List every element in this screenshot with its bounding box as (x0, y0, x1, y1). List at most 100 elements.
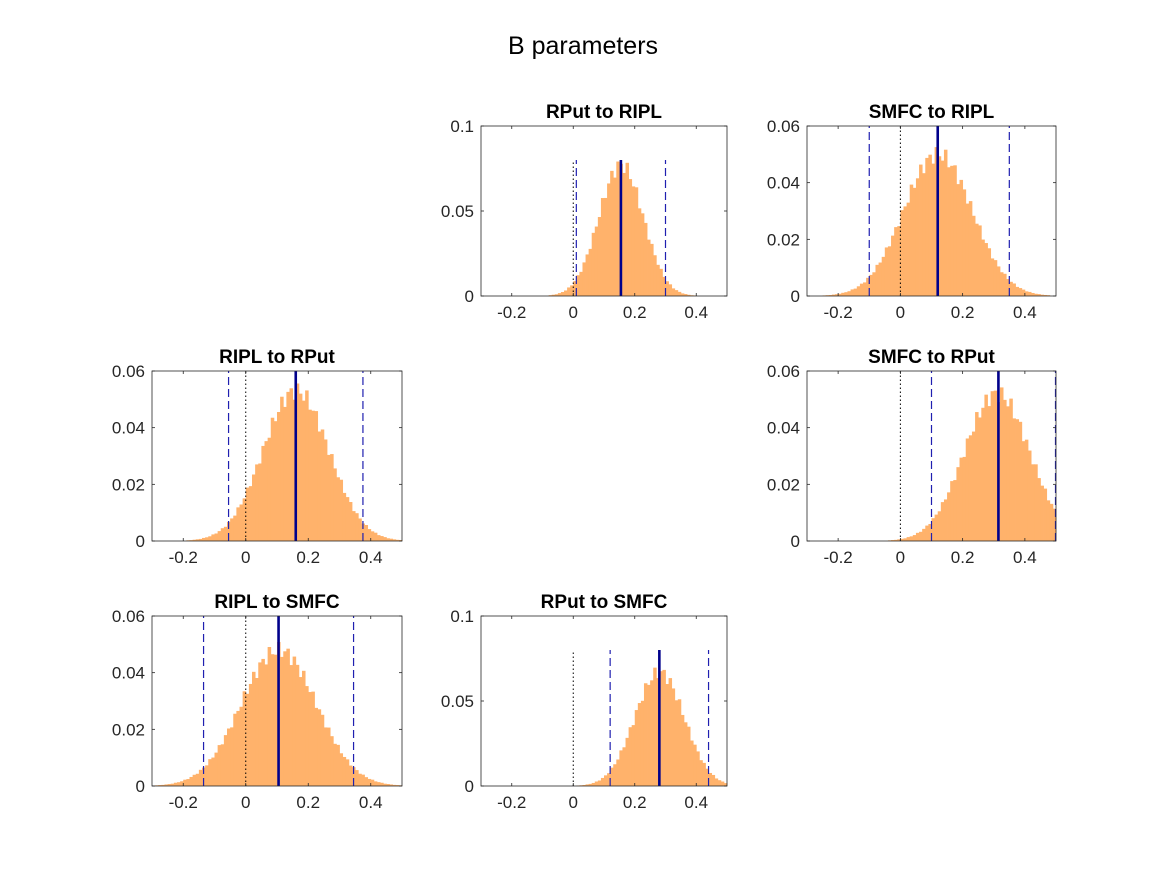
histogram-bar (267, 437, 272, 541)
histogram-bar (557, 293, 562, 296)
histogram-bar (894, 539, 898, 541)
y-tick-label: 0 (465, 287, 474, 306)
histogram-bar (647, 239, 651, 296)
panel-title: RIPL to SMFC (214, 592, 340, 613)
histogram-bar (975, 223, 979, 296)
histogram-bar (671, 288, 676, 296)
histogram-bar (931, 518, 936, 541)
histogram-bar (825, 295, 830, 296)
histogram-bar (167, 784, 172, 786)
x-tick-label: 0.2 (623, 793, 647, 812)
histogram-bar (336, 477, 340, 541)
histogram-bar (573, 281, 577, 296)
histogram-bar (1009, 281, 1013, 296)
histogram-bar (342, 492, 347, 541)
histogram-bar (968, 201, 973, 296)
x-tick-label: 0 (896, 303, 905, 322)
axes-box (806, 125, 1057, 297)
histogram-bar (891, 235, 895, 296)
y-tick-label: 0.06 (767, 117, 800, 136)
histogram-bar (953, 480, 957, 541)
histogram-bar (277, 412, 281, 541)
histogram-bar (389, 784, 394, 786)
histogram-bar (1015, 286, 1020, 296)
x-tick-label: 0.2 (951, 303, 975, 322)
histogram-bar (314, 707, 319, 786)
panel-title: RPut to RIPL (546, 102, 662, 123)
histogram-bar (585, 254, 590, 296)
histogram-bar (959, 457, 964, 541)
histogram-bar (295, 383, 300, 541)
histogram-bar (671, 688, 676, 786)
histogram-bar (398, 540, 403, 541)
histogram-bar (943, 149, 948, 296)
histogram-bar (835, 294, 839, 296)
histogram-bar (665, 684, 669, 786)
histogram-bar (856, 286, 861, 296)
histogram-bar (386, 538, 390, 541)
histogram-bar (900, 538, 904, 541)
histogram-bar (659, 671, 663, 786)
histogram-bar (1024, 439, 1029, 541)
histogram-bar (239, 706, 244, 786)
histogram-bar (859, 283, 864, 296)
histogram-bar (208, 536, 212, 541)
x-tick-label: 0 (896, 548, 905, 567)
histogram-bar (342, 756, 347, 786)
histogram-bar (965, 438, 970, 541)
histogram-bar (622, 747, 626, 786)
histogram-bar (950, 481, 954, 541)
histogram-bar (928, 523, 932, 541)
histogram-bar (937, 156, 942, 296)
histogram-bar (999, 387, 1004, 541)
histogram-bar (1012, 418, 1016, 541)
histogram-bar (699, 760, 703, 786)
histogram-bar (943, 499, 948, 541)
histogram-bar (233, 713, 237, 786)
histogram-bar (198, 538, 203, 541)
histogram-bar (653, 667, 657, 786)
histogram-bar (881, 256, 886, 296)
histogram-bar (897, 226, 901, 296)
histogram-bar (164, 784, 169, 786)
histogram-bar (308, 409, 312, 541)
histogram-bar (348, 502, 353, 541)
histogram-bar (705, 768, 709, 786)
x-tick-label: 0.4 (359, 548, 383, 567)
histogram-bar (637, 208, 642, 296)
histogram-bar (677, 699, 682, 786)
panel-6: -0.2 0 0.2 0.4 0 0.05 0.1 RPut to SMFC (441, 592, 728, 812)
histogram-bar (367, 529, 372, 541)
histogram-bar (631, 725, 636, 786)
y-tick-label: 0.04 (767, 174, 800, 193)
histogram-bar (280, 656, 284, 786)
histogram-bar (600, 198, 605, 296)
histogram-bar (177, 782, 181, 786)
histogram-bar (1052, 508, 1057, 541)
histogram-bar (931, 163, 936, 296)
histogram-bar (339, 479, 344, 541)
histogram-bar (668, 678, 673, 786)
histogram-bar (383, 783, 387, 786)
histogram-bar (208, 759, 212, 786)
x-tick-label: 0.4 (684, 303, 708, 322)
histogram-bar (878, 262, 883, 296)
histogram-bar (610, 767, 614, 786)
histogram-bar (875, 264, 879, 296)
histogram-bar (298, 393, 303, 541)
histogram-bar (564, 290, 568, 296)
y-tick-label: 0 (465, 777, 474, 796)
y-tick-label: 0 (791, 287, 800, 306)
histogram-bar (677, 291, 682, 296)
y-tick-label: 0.02 (112, 475, 145, 494)
histogram-bar (616, 161, 620, 296)
histogram-bar (968, 435, 973, 541)
histogram-bar (248, 683, 253, 786)
histogram-bar (245, 487, 250, 541)
histogram-bar (696, 751, 700, 786)
histogram-bar (286, 648, 290, 786)
histogram-bar (662, 276, 666, 296)
histogram-bar (227, 728, 231, 786)
histogram-bar (395, 539, 400, 541)
